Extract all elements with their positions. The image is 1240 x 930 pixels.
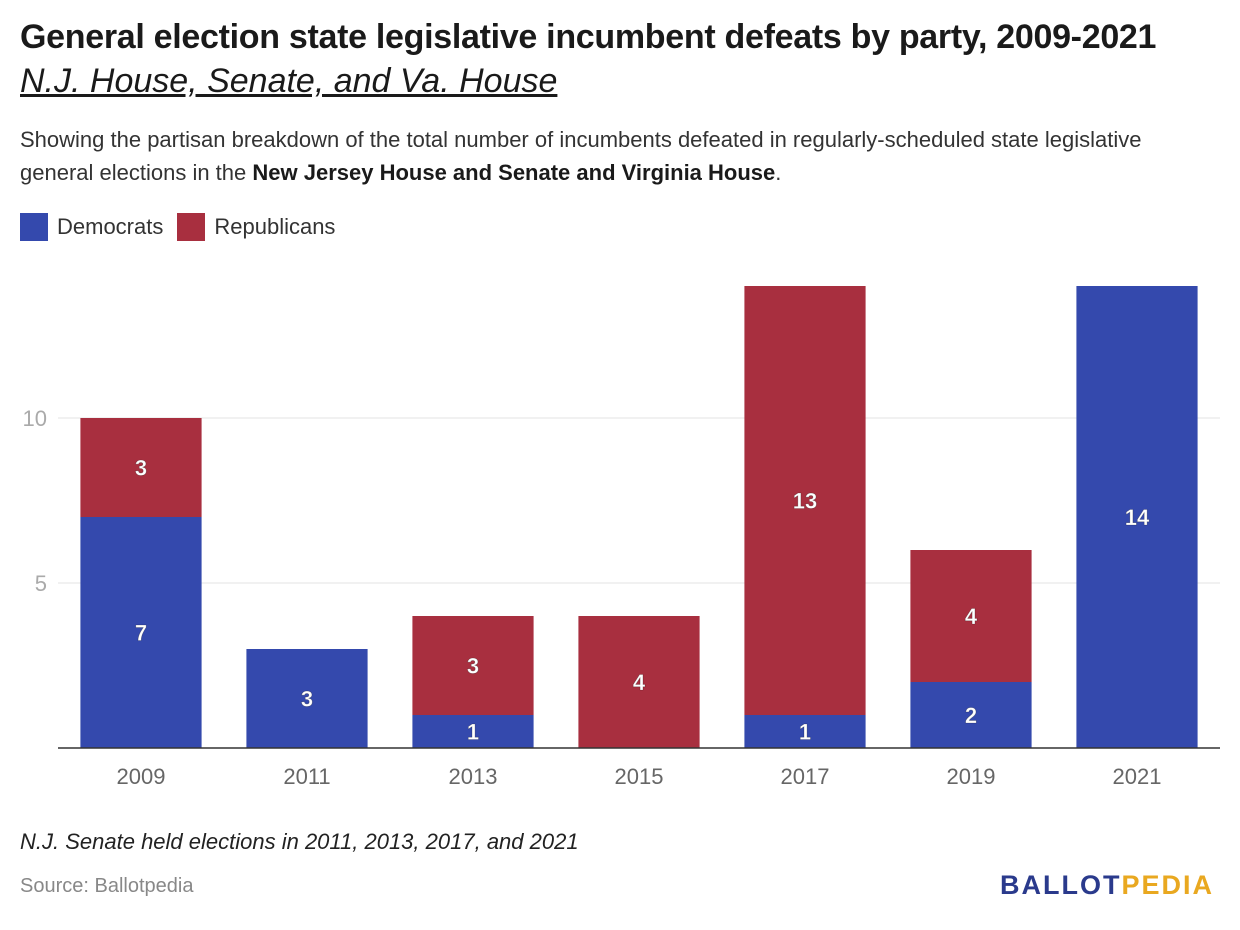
data-label-republicans-2009: 3	[135, 456, 147, 481]
legend-swatch-democrats	[20, 213, 48, 241]
description-bold: New Jersey House and Senate and Virginia…	[252, 160, 776, 185]
description-text-before: Showing the partisan breakdown of the to…	[20, 127, 1142, 185]
logo-part-pedia: PEDIA	[1121, 870, 1214, 900]
bar-democrats-2017	[744, 715, 866, 748]
bar-republicans-2009	[80, 418, 202, 517]
data-label-republicans-2015: 4	[633, 670, 646, 695]
y-tick-label: 10	[23, 406, 47, 431]
bar-democrats-2009	[80, 517, 202, 748]
data-label-republicans-2013: 3	[467, 654, 479, 679]
data-label-democrats-2021: 14	[1125, 505, 1150, 530]
stacked-bar-chart: 5107320093201113201342015113201724201914…	[23, 286, 1220, 789]
chart-note: N.J. Senate held elections in 2011, 2013…	[20, 829, 579, 854]
x-tick-label-2017: 2017	[781, 764, 830, 789]
description-text-after: .	[775, 160, 782, 185]
bar-democrats-2019	[910, 682, 1032, 748]
bar-democrats-2021	[1076, 286, 1198, 748]
source-text: Source: Ballotpedia	[20, 875, 194, 897]
chart-subtitle[interactable]: N.J. House, Senate, and Va. House	[20, 62, 558, 100]
x-tick-label-2015: 2015	[615, 764, 664, 789]
ballotpedia-logo[interactable]: BALLOTPEDIA	[1000, 870, 1214, 901]
data-label-democrats-2013: 1	[467, 720, 479, 745]
legend-label-democrats: Democrats	[57, 214, 164, 239]
chart-title: General election state legislative incum…	[20, 18, 1157, 56]
bar-republicans-2017	[744, 286, 866, 715]
data-label-democrats-2019: 2	[965, 703, 977, 728]
legend-swatch-republicans	[177, 213, 206, 241]
y-tick-label: 5	[35, 571, 47, 596]
bar-republicans-2013	[412, 616, 534, 715]
chart-description: Showing the partisan breakdown of the to…	[20, 123, 1200, 189]
x-tick-label-2011: 2011	[283, 764, 330, 789]
bar-republicans-2019	[910, 550, 1032, 682]
data-label-republicans-2019: 4	[965, 604, 978, 629]
data-label-democrats-2011: 3	[301, 687, 313, 712]
x-tick-label-2009: 2009	[117, 764, 166, 789]
data-label-democrats-2017: 1	[799, 720, 811, 745]
x-tick-label-2019: 2019	[947, 764, 996, 789]
legend-item-democrats[interactable]: Democrats	[20, 213, 163, 241]
legend-label-republicans: Republicans	[214, 214, 336, 239]
logo-part-ballot: BALLOT	[999, 870, 1122, 900]
data-label-democrats-2009: 7	[135, 621, 147, 646]
x-tick-label-2013: 2013	[449, 764, 498, 789]
data-label-republicans-2017: 13	[793, 489, 817, 514]
bar-democrats-2011	[246, 649, 368, 748]
bar-republicans-2015	[578, 616, 700, 748]
legend: Democrats Republicans	[20, 213, 335, 241]
x-tick-label-2021: 2021	[1113, 764, 1162, 789]
bar-democrats-2013	[412, 715, 534, 748]
legend-item-republicans[interactable]: Republicans	[177, 213, 335, 241]
